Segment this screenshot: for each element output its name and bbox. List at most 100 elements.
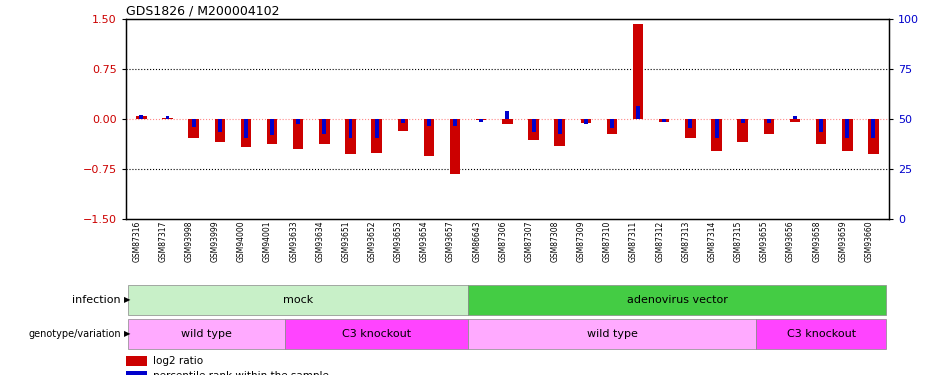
Text: GSM93634: GSM93634 <box>316 220 324 262</box>
Bar <box>398 119 408 131</box>
Bar <box>427 119 431 126</box>
Text: GSM93659: GSM93659 <box>838 220 847 262</box>
Bar <box>610 119 614 128</box>
Text: GSM87313: GSM87313 <box>681 220 691 262</box>
Text: GSM93660: GSM93660 <box>864 220 873 262</box>
Bar <box>188 119 199 138</box>
Text: GSM93651: GSM93651 <box>342 220 351 262</box>
Text: GSM93654: GSM93654 <box>420 220 429 262</box>
Text: GSM93658: GSM93658 <box>812 220 821 262</box>
Text: GSM86643: GSM86643 <box>472 220 481 262</box>
Bar <box>584 119 587 124</box>
Bar <box>214 119 225 142</box>
Bar <box>270 119 274 135</box>
Text: GSM87308: GSM87308 <box>550 220 560 262</box>
Text: GSM93652: GSM93652 <box>368 220 377 262</box>
Bar <box>450 119 460 174</box>
Text: wild type: wild type <box>182 329 232 339</box>
Bar <box>688 119 693 128</box>
Bar <box>192 119 196 127</box>
Bar <box>468 285 886 315</box>
Bar <box>126 370 147 375</box>
Text: GSM87311: GSM87311 <box>629 220 638 262</box>
Bar <box>371 119 382 153</box>
Text: GSM93657: GSM93657 <box>446 220 455 262</box>
Text: GSM93633: GSM93633 <box>290 220 298 262</box>
Text: C3 knockout: C3 knockout <box>787 329 856 339</box>
Bar <box>244 119 248 138</box>
Bar <box>756 319 886 349</box>
Bar <box>476 119 487 120</box>
Bar <box>636 106 641 119</box>
Bar <box>166 116 169 119</box>
Text: GSM87307: GSM87307 <box>524 220 533 262</box>
Text: C3 knockout: C3 knockout <box>342 329 412 339</box>
Bar <box>162 118 173 119</box>
Bar <box>763 119 774 134</box>
Bar <box>633 24 643 119</box>
Text: infection: infection <box>73 295 121 305</box>
Text: GSM93998: GSM93998 <box>184 220 194 262</box>
Text: GSM94000: GSM94000 <box>237 220 246 262</box>
Bar <box>401 119 405 123</box>
Bar <box>819 119 823 132</box>
Bar <box>136 116 146 119</box>
Bar <box>662 119 667 122</box>
Bar <box>528 119 539 141</box>
Text: percentile rank within the sample: percentile rank within the sample <box>154 371 329 375</box>
Bar <box>607 119 617 134</box>
Bar <box>502 119 513 124</box>
Text: GSM87316: GSM87316 <box>132 220 142 262</box>
Text: GSM87315: GSM87315 <box>734 220 743 262</box>
Bar <box>737 119 748 142</box>
Bar <box>293 119 304 149</box>
Text: mock: mock <box>283 295 314 305</box>
Text: wild type: wild type <box>587 329 638 339</box>
Text: GSM87317: GSM87317 <box>158 220 168 262</box>
Bar <box>296 119 300 124</box>
Bar <box>845 119 849 138</box>
Bar <box>479 119 483 122</box>
Bar <box>267 119 277 144</box>
Text: adenovirus vector: adenovirus vector <box>627 295 728 305</box>
Bar <box>685 119 695 138</box>
Bar <box>793 116 797 119</box>
Bar <box>711 119 722 151</box>
Bar <box>128 319 285 349</box>
Bar <box>789 119 801 122</box>
Text: log2 ratio: log2 ratio <box>154 356 203 366</box>
Text: GSM93655: GSM93655 <box>760 220 769 262</box>
Bar <box>241 119 251 147</box>
Bar <box>581 119 591 123</box>
Text: GSM93999: GSM93999 <box>210 220 220 262</box>
Text: GSM87312: GSM87312 <box>655 220 664 262</box>
Bar <box>468 319 756 349</box>
Bar <box>345 119 356 154</box>
Text: ▶: ▶ <box>124 329 130 338</box>
Bar <box>555 119 565 146</box>
Text: GSM93656: GSM93656 <box>786 220 795 262</box>
Text: ▶: ▶ <box>124 296 130 304</box>
Bar <box>128 285 468 315</box>
Text: GSM87310: GSM87310 <box>603 220 612 262</box>
Bar <box>218 119 222 132</box>
Bar <box>767 119 771 123</box>
Text: GSM87314: GSM87314 <box>708 220 717 262</box>
Bar <box>715 119 719 138</box>
Bar <box>424 119 434 156</box>
Text: GDS1826 / M200004102: GDS1826 / M200004102 <box>126 4 279 18</box>
Text: GSM94001: GSM94001 <box>263 220 272 262</box>
Bar <box>816 119 827 144</box>
Bar <box>453 119 457 126</box>
Bar <box>871 119 875 138</box>
Bar <box>741 119 745 123</box>
Text: GSM93653: GSM93653 <box>394 220 403 262</box>
Bar <box>659 119 669 122</box>
Text: genotype/variation: genotype/variation <box>29 329 121 339</box>
Bar <box>348 119 353 138</box>
Bar <box>842 119 853 151</box>
Bar <box>506 111 509 119</box>
Bar <box>285 319 468 349</box>
Bar <box>558 119 561 134</box>
Bar <box>374 119 379 138</box>
